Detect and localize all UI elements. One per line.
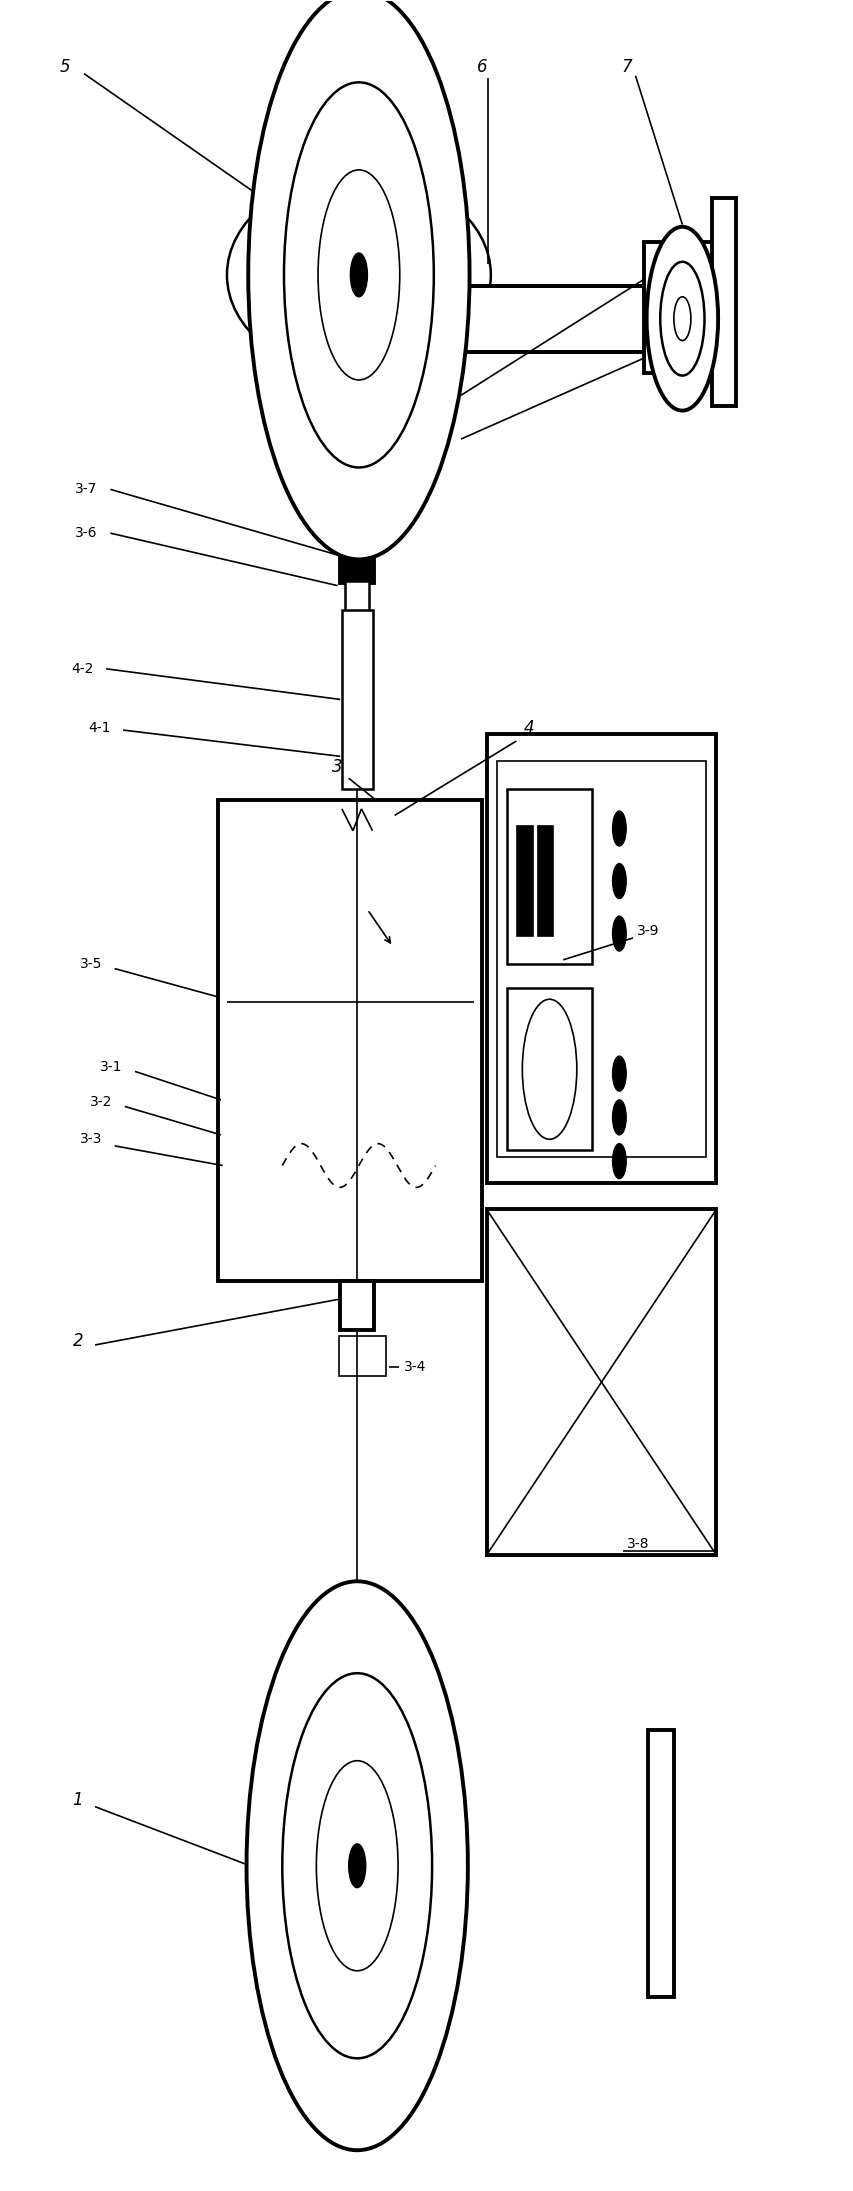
Bar xyxy=(397,285,643,351)
Circle shape xyxy=(612,1144,625,1179)
Text: 3-6: 3-6 xyxy=(75,526,97,541)
Bar xyxy=(486,1209,716,1556)
Text: 3-1: 3-1 xyxy=(100,1060,122,1074)
Bar xyxy=(218,800,482,1282)
Circle shape xyxy=(612,863,625,898)
Circle shape xyxy=(612,1056,625,1091)
Circle shape xyxy=(673,296,690,340)
Bar xyxy=(711,199,735,405)
Circle shape xyxy=(248,0,469,559)
Bar xyxy=(345,581,368,613)
Circle shape xyxy=(350,252,367,296)
Text: 3-8: 3-8 xyxy=(626,1538,648,1551)
Circle shape xyxy=(317,171,399,379)
Circle shape xyxy=(612,811,625,846)
Bar xyxy=(647,1731,673,1996)
Text: 3-4: 3-4 xyxy=(403,1361,426,1374)
Bar xyxy=(339,1337,386,1376)
Bar xyxy=(496,760,705,1157)
Bar xyxy=(643,241,722,372)
Text: 3-5: 3-5 xyxy=(79,957,102,971)
Circle shape xyxy=(646,228,717,410)
Text: 3-3: 3-3 xyxy=(79,1133,102,1146)
Text: 1: 1 xyxy=(73,1790,84,1810)
Text: 3: 3 xyxy=(332,758,343,776)
Circle shape xyxy=(522,999,576,1139)
Text: 5: 5 xyxy=(60,57,71,77)
Circle shape xyxy=(659,261,704,375)
Circle shape xyxy=(284,83,433,467)
Bar xyxy=(339,1282,374,1330)
Bar xyxy=(517,826,532,936)
Bar xyxy=(341,609,372,789)
Bar xyxy=(537,826,553,936)
Circle shape xyxy=(348,1845,365,1889)
Circle shape xyxy=(316,1762,397,1970)
Text: 4-2: 4-2 xyxy=(71,662,93,675)
Text: 6: 6 xyxy=(477,57,487,77)
Text: 4-1: 4-1 xyxy=(88,721,110,734)
Circle shape xyxy=(612,1100,625,1135)
Text: 3-2: 3-2 xyxy=(90,1096,112,1109)
Bar xyxy=(507,789,591,964)
Text: 4: 4 xyxy=(523,719,534,736)
Text: 7: 7 xyxy=(621,57,631,77)
Text: 3-9: 3-9 xyxy=(636,925,659,938)
Bar xyxy=(507,988,591,1150)
Circle shape xyxy=(612,916,625,951)
Circle shape xyxy=(247,1582,467,2149)
Bar xyxy=(486,734,716,1183)
Text: 2: 2 xyxy=(73,1332,84,1350)
Bar xyxy=(339,557,374,583)
Circle shape xyxy=(282,1674,432,2057)
Text: 3-7: 3-7 xyxy=(75,482,97,497)
